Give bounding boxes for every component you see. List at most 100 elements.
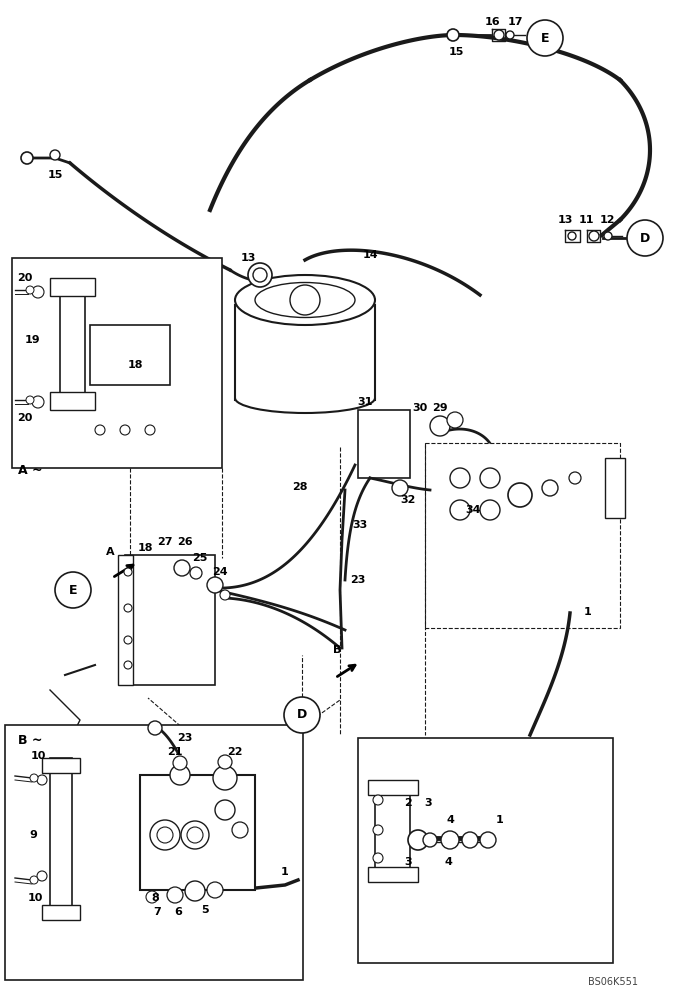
Text: 32: 32 [400,495,416,505]
Text: BS06K551: BS06K551 [588,977,638,987]
Circle shape [145,425,155,435]
Circle shape [392,480,408,496]
Bar [12,258,222,468]
Text: 1: 1 [281,867,289,877]
Text: 23: 23 [350,575,365,585]
Bar [375,782,410,882]
Circle shape [423,833,437,847]
Circle shape [589,231,599,241]
Circle shape [450,468,470,488]
Circle shape [55,572,91,608]
Text: 19: 19 [25,335,41,345]
Circle shape [207,577,223,593]
Ellipse shape [255,282,355,318]
Circle shape [174,560,190,576]
Circle shape [37,871,47,881]
Circle shape [95,425,105,435]
Text: 26: 26 [177,537,193,547]
Circle shape [207,882,223,898]
Text: A ~: A ~ [18,464,43,477]
Circle shape [148,721,162,735]
Circle shape [248,263,272,287]
Circle shape [50,150,60,160]
Text: 4: 4 [446,815,454,825]
Text: D: D [640,232,650,244]
Text: 28: 28 [292,482,308,492]
Circle shape [21,152,33,164]
Circle shape [26,286,34,294]
Circle shape [506,31,514,39]
Text: 21: 21 [167,747,183,757]
Text: 1: 1 [496,815,504,825]
Circle shape [190,567,202,579]
Circle shape [462,832,478,848]
Circle shape [373,795,383,805]
Bar [368,867,418,882]
Circle shape [120,425,130,435]
Bar [605,458,625,518]
Text: 3: 3 [424,798,432,808]
Text: 10: 10 [27,893,43,903]
Text: 2: 2 [404,798,412,808]
Circle shape [124,636,132,644]
Text: 34: 34 [465,505,481,515]
Circle shape [232,822,248,838]
Text: 18: 18 [127,360,143,370]
Circle shape [124,568,132,576]
Text: 29: 29 [432,403,448,413]
Text: 17: 17 [507,17,522,27]
Circle shape [124,661,132,669]
Circle shape [480,832,496,848]
Text: 31: 31 [357,397,373,407]
Circle shape [146,891,158,903]
Bar [42,905,80,920]
Text: 20: 20 [17,413,33,423]
Circle shape [542,480,558,496]
Bar [50,278,95,296]
Text: 33: 33 [352,520,367,530]
Bar [430,448,605,613]
Text: 3: 3 [404,857,412,867]
Circle shape [37,775,47,785]
Bar [368,780,418,795]
Text: 12: 12 [599,215,614,225]
Circle shape [26,396,34,404]
Bar [90,325,170,385]
Bar [358,738,613,963]
Circle shape [167,887,183,903]
Text: A: A [106,547,114,557]
Circle shape [290,285,320,315]
Text: 9: 9 [29,830,37,840]
Text: 30: 30 [412,403,428,413]
Circle shape [480,468,500,488]
Text: 27: 27 [157,537,173,547]
Circle shape [30,774,38,782]
Circle shape [480,500,500,520]
Circle shape [32,286,44,298]
Text: E: E [540,31,549,44]
Circle shape [253,268,267,282]
Text: 16: 16 [484,17,500,27]
Circle shape [494,30,504,40]
Text: 18: 18 [137,543,153,553]
Circle shape [124,604,132,612]
Circle shape [373,853,383,863]
Text: B: B [333,645,341,655]
Circle shape [527,20,563,56]
Text: D: D [297,708,307,722]
Bar [50,392,95,410]
Bar [140,775,255,890]
Circle shape [150,820,180,850]
Text: 15: 15 [448,47,464,57]
Circle shape [30,876,38,884]
Text: 15: 15 [47,170,63,180]
Text: 8: 8 [151,893,159,903]
Circle shape [408,830,428,850]
Circle shape [173,756,187,770]
Bar [118,555,133,685]
Text: 20: 20 [17,273,33,283]
Text: 24: 24 [212,567,228,577]
Circle shape [373,825,383,835]
Circle shape [447,412,463,428]
Bar [358,410,410,478]
